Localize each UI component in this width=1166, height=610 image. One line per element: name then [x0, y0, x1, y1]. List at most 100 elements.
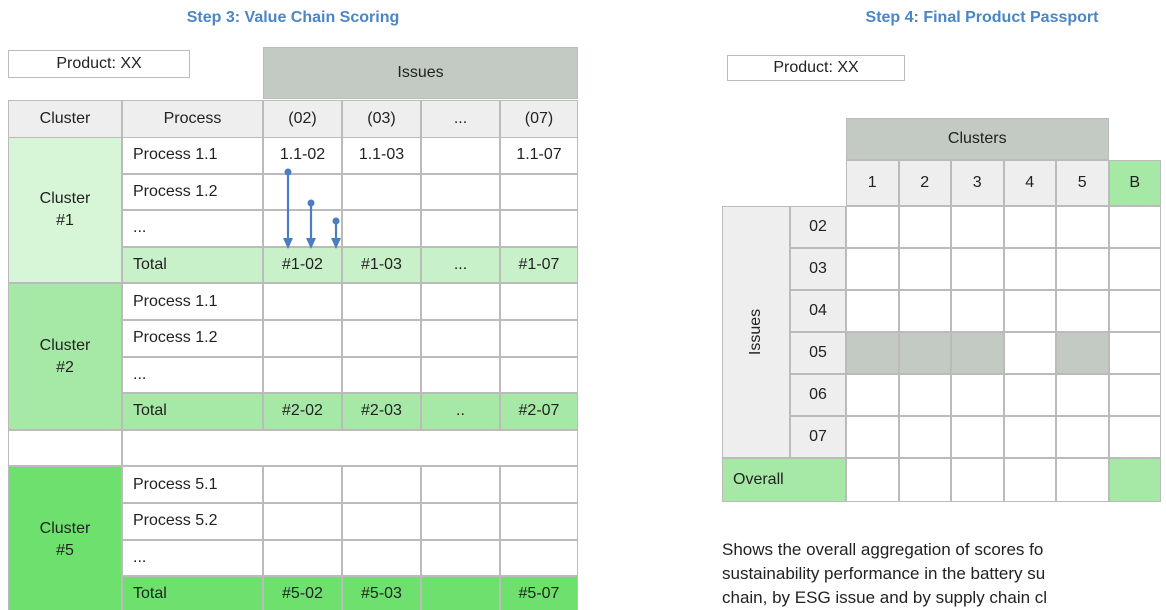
table-cell	[342, 210, 421, 247]
table-cell: #5-02	[263, 576, 342, 610]
table-cell	[263, 539, 342, 577]
table-cell: Process 5.1	[122, 466, 263, 503]
grid-cell	[951, 206, 1004, 248]
table-cell	[342, 173, 421, 211]
table-cell: Total	[122, 246, 263, 284]
table-cell	[342, 356, 421, 394]
grid-cell	[898, 458, 951, 502]
cluster-number: 1	[846, 160, 899, 206]
issue-number: 02	[790, 206, 846, 248]
issues-label-text: Issues	[747, 308, 764, 356]
issue-number: 03	[790, 248, 846, 290]
grid-cell	[1003, 458, 1056, 502]
table-cell: ...	[122, 356, 263, 394]
column-header: Process	[122, 100, 263, 138]
table-cell	[342, 466, 421, 503]
grid-cell	[846, 290, 899, 332]
table-cell	[342, 503, 421, 540]
grid-cell	[1056, 206, 1109, 248]
table-cell: ...	[122, 210, 263, 247]
table-cell	[500, 320, 578, 357]
title: Step 3: Value Chain Scoring	[186, 9, 400, 26]
table-cell	[500, 539, 578, 577]
caption-line: Shows the overall aggregation of scores …	[722, 540, 1044, 559]
grid-cell	[1108, 206, 1161, 248]
grid-cell	[846, 206, 899, 248]
cluster-label: Cluster	[39, 519, 91, 537]
grid-cell	[898, 416, 951, 458]
table-cell	[263, 210, 342, 247]
cluster-number: B	[1108, 160, 1161, 206]
table-cell	[500, 283, 578, 320]
cluster-label: #5	[56, 541, 74, 559]
grid-cell	[1108, 248, 1161, 290]
grid-cell	[1056, 290, 1109, 332]
blank-cell	[122, 429, 578, 467]
table-cell	[421, 356, 500, 394]
table-cell	[500, 503, 578, 540]
grid-cell	[1108, 332, 1161, 374]
table-cell	[500, 210, 578, 247]
issue-number: 07	[790, 416, 846, 458]
table-cell: #2-03	[342, 393, 421, 430]
cluster-label: #1	[56, 212, 74, 230]
grid-cell	[846, 416, 899, 458]
grid-cell	[898, 290, 951, 332]
table-cell	[421, 137, 500, 174]
table-cell: #1-07	[500, 246, 578, 284]
cluster-number: 4	[1003, 160, 1056, 206]
cluster-label: Cluster	[39, 190, 91, 208]
table-cell: #2-07	[500, 393, 578, 430]
caption-line: chain, by ESG issue and by supply chain …	[722, 588, 1048, 607]
table-cell	[263, 320, 342, 357]
table-cell	[421, 320, 500, 357]
table-cell: Total	[122, 576, 263, 610]
cluster-number: 2	[898, 160, 951, 206]
table-cell	[263, 503, 342, 540]
table-cell	[421, 503, 500, 540]
grid-cell	[898, 332, 951, 374]
table-cell: Process 5.2	[122, 503, 263, 540]
grid-cell	[951, 416, 1004, 458]
grid-cell	[846, 332, 899, 374]
table-cell: 1.1-03	[342, 137, 421, 174]
table-cell: #5-07	[500, 576, 578, 610]
grid-cell	[1056, 416, 1109, 458]
grid-cell	[898, 248, 951, 290]
table-cell: ...	[421, 246, 500, 284]
table-cell: #1-03	[342, 246, 421, 284]
grid-cell	[951, 248, 1004, 290]
overall-label: Overall	[722, 458, 846, 502]
cluster-label: Cluster	[39, 336, 91, 354]
table-cell	[421, 173, 500, 211]
table-cell	[421, 283, 500, 320]
grid-cell	[1056, 332, 1109, 374]
grid-cell	[951, 332, 1004, 374]
grid-cell	[846, 374, 899, 416]
table-cell: Process 1.1	[122, 283, 263, 320]
grid-cell	[951, 374, 1004, 416]
issues-header: Issues	[263, 47, 578, 99]
product-box: Product: XX	[8, 50, 190, 78]
table-cell	[421, 539, 500, 577]
table-cell: Process 1.2	[122, 320, 263, 357]
issue-number: 06	[790, 374, 846, 416]
table-cell	[263, 356, 342, 394]
grid-cell	[1003, 206, 1056, 248]
product-box: Product: XX	[727, 55, 905, 81]
grid-cell	[1108, 416, 1161, 458]
table-cell	[263, 283, 342, 320]
title: Step 4: Final Product Passport	[865, 9, 1099, 26]
cluster-cell: Cluster #5	[8, 466, 122, 610]
issues-label: Issues	[722, 206, 790, 458]
grid-cell	[846, 458, 899, 502]
column-header: ...	[421, 100, 500, 138]
column-header: (03)	[342, 100, 421, 138]
cluster-cell: Cluster #1	[8, 137, 122, 284]
column-header: (07)	[500, 100, 578, 138]
table-cell: Total	[122, 393, 263, 430]
grid-cell	[846, 248, 899, 290]
table-cell: #2-02	[263, 393, 342, 430]
arrow	[306, 199, 316, 249]
